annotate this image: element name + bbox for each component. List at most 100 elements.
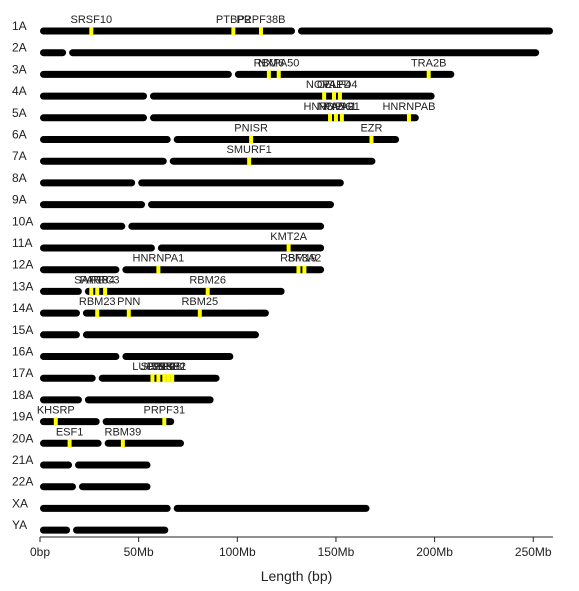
gene-label: HNRNPAB xyxy=(382,101,435,113)
chromosome-p-arm xyxy=(40,483,76,491)
gene-label: RBM39 xyxy=(105,426,142,438)
chromosome-p-arm xyxy=(40,287,82,295)
chromosome-p-arm xyxy=(40,157,167,165)
chromosome-q-arm xyxy=(84,287,285,295)
chromosome-q-arm xyxy=(157,244,325,252)
chromosome-label: 16A xyxy=(12,345,33,359)
gene-label: RBM19 xyxy=(280,253,317,265)
chromosome-label: 1A xyxy=(12,19,27,33)
chromosome-label: 13A xyxy=(12,279,33,293)
gene-marker xyxy=(339,113,344,122)
chromosome-label: 14A xyxy=(12,301,33,315)
gene-marker xyxy=(162,374,167,383)
gene-marker xyxy=(258,27,263,35)
chromosome-q-arm xyxy=(122,266,325,274)
chromosome-label: 20A xyxy=(12,431,33,445)
gene-marker xyxy=(162,417,167,426)
gene-marker xyxy=(296,265,301,274)
gene-marker xyxy=(95,309,100,318)
gene-marker xyxy=(170,374,175,383)
chromosome-p-arm xyxy=(40,353,120,360)
x-tick-label: 0bp xyxy=(30,545,50,559)
chromosome-p-arm xyxy=(40,222,126,230)
gene-marker xyxy=(302,265,307,274)
gene-label: SMURF1 xyxy=(227,144,272,156)
chromosome-q-arm xyxy=(150,114,419,122)
gene-label: RBM26 xyxy=(189,274,226,286)
gene-marker xyxy=(333,113,338,122)
gene-label: PABG1 xyxy=(324,101,360,113)
chromosome-q-arm xyxy=(138,179,344,187)
chromosome-q-arm xyxy=(234,70,455,78)
chromosome-p-arm xyxy=(40,461,73,469)
chromosome-label: 17A xyxy=(12,366,33,380)
chromosome-p-arm xyxy=(40,92,148,100)
x-tick-label: 50Mb xyxy=(124,545,154,559)
gene-marker xyxy=(156,374,161,383)
chromosome-q-arm xyxy=(169,157,376,165)
gene-label: RBM6 xyxy=(254,57,285,69)
chromosome-label: 22A xyxy=(12,475,33,489)
chromosome-q-arm xyxy=(298,27,553,35)
gene-marker xyxy=(231,27,236,35)
chromosome-q-arm xyxy=(122,353,234,360)
gene-marker xyxy=(286,244,291,252)
gene-marker xyxy=(89,287,94,296)
chromosome-p-arm xyxy=(40,526,71,534)
chromosome-q-arm xyxy=(69,49,540,57)
chromosome-q-arm xyxy=(104,439,185,447)
x-tick-label: 200Mb xyxy=(416,545,453,559)
gene-label: RFC3 xyxy=(91,274,120,286)
chromosome-q-arm xyxy=(150,92,435,100)
gene-marker xyxy=(67,439,72,448)
gene-label: SRSF10 xyxy=(71,14,113,26)
chromosome-q-arm xyxy=(82,331,260,339)
chromosome-p-arm xyxy=(40,201,146,209)
gene-marker xyxy=(331,92,336,101)
gene-label: PNN xyxy=(117,296,140,308)
chromosome-label: 7A xyxy=(12,149,27,163)
chromosome-label: 10A xyxy=(12,214,33,228)
chromosome-label: 15A xyxy=(12,323,33,337)
chromosome-p-arm xyxy=(40,309,80,317)
gene-label: PRPF31 xyxy=(144,405,186,417)
chromosome-q-arm xyxy=(102,418,175,426)
gene-marker xyxy=(322,92,327,101)
chromosome-p-arm xyxy=(40,136,171,143)
chromosome-q-arm xyxy=(84,396,214,404)
chromosome-p-arm xyxy=(40,396,82,404)
chromosome-p-arm xyxy=(40,179,136,187)
gene-label: RBM23 xyxy=(79,296,116,308)
chromosome-q-arm xyxy=(75,461,151,469)
gene-label: SAP18 xyxy=(74,274,108,286)
chromosome-p-arm xyxy=(40,49,67,57)
gene-label: KMT2A xyxy=(270,231,307,243)
gene-label: SKB1 xyxy=(158,361,186,373)
gene-marker xyxy=(337,92,342,101)
gene-label: PAPD4 xyxy=(322,79,357,91)
gene-marker xyxy=(166,374,171,383)
chromosome-label: 3A xyxy=(12,62,27,76)
chromosome-p-arm xyxy=(40,244,155,252)
gene-label: RBM25 xyxy=(181,296,218,308)
gene-marker xyxy=(120,439,125,448)
chromosome-p-arm xyxy=(40,27,295,35)
chromosome-label: 21A xyxy=(12,453,33,467)
gene-label: NXPA50 xyxy=(258,57,299,69)
gene-label: NOVA2 xyxy=(318,101,354,113)
chromosome-q-arm xyxy=(173,136,400,143)
gene-marker xyxy=(103,287,108,296)
gene-marker xyxy=(249,135,254,144)
gene-label: PARP4 xyxy=(80,274,115,286)
chromosome-label: 18A xyxy=(12,388,33,402)
chromosome-q-arm xyxy=(73,526,169,534)
x-axis: 0bp 50Mb 100Mb 150Mb 200Mb 250Mb xyxy=(30,536,553,559)
chromosome-p-arm xyxy=(40,504,171,512)
gene-marker xyxy=(276,70,281,79)
x-tick-label: 150Mb xyxy=(318,545,355,559)
gene-label: TRA2B xyxy=(411,57,446,69)
x-tick-label: 100Mb xyxy=(219,545,256,559)
gene-label: EZR xyxy=(360,123,382,135)
